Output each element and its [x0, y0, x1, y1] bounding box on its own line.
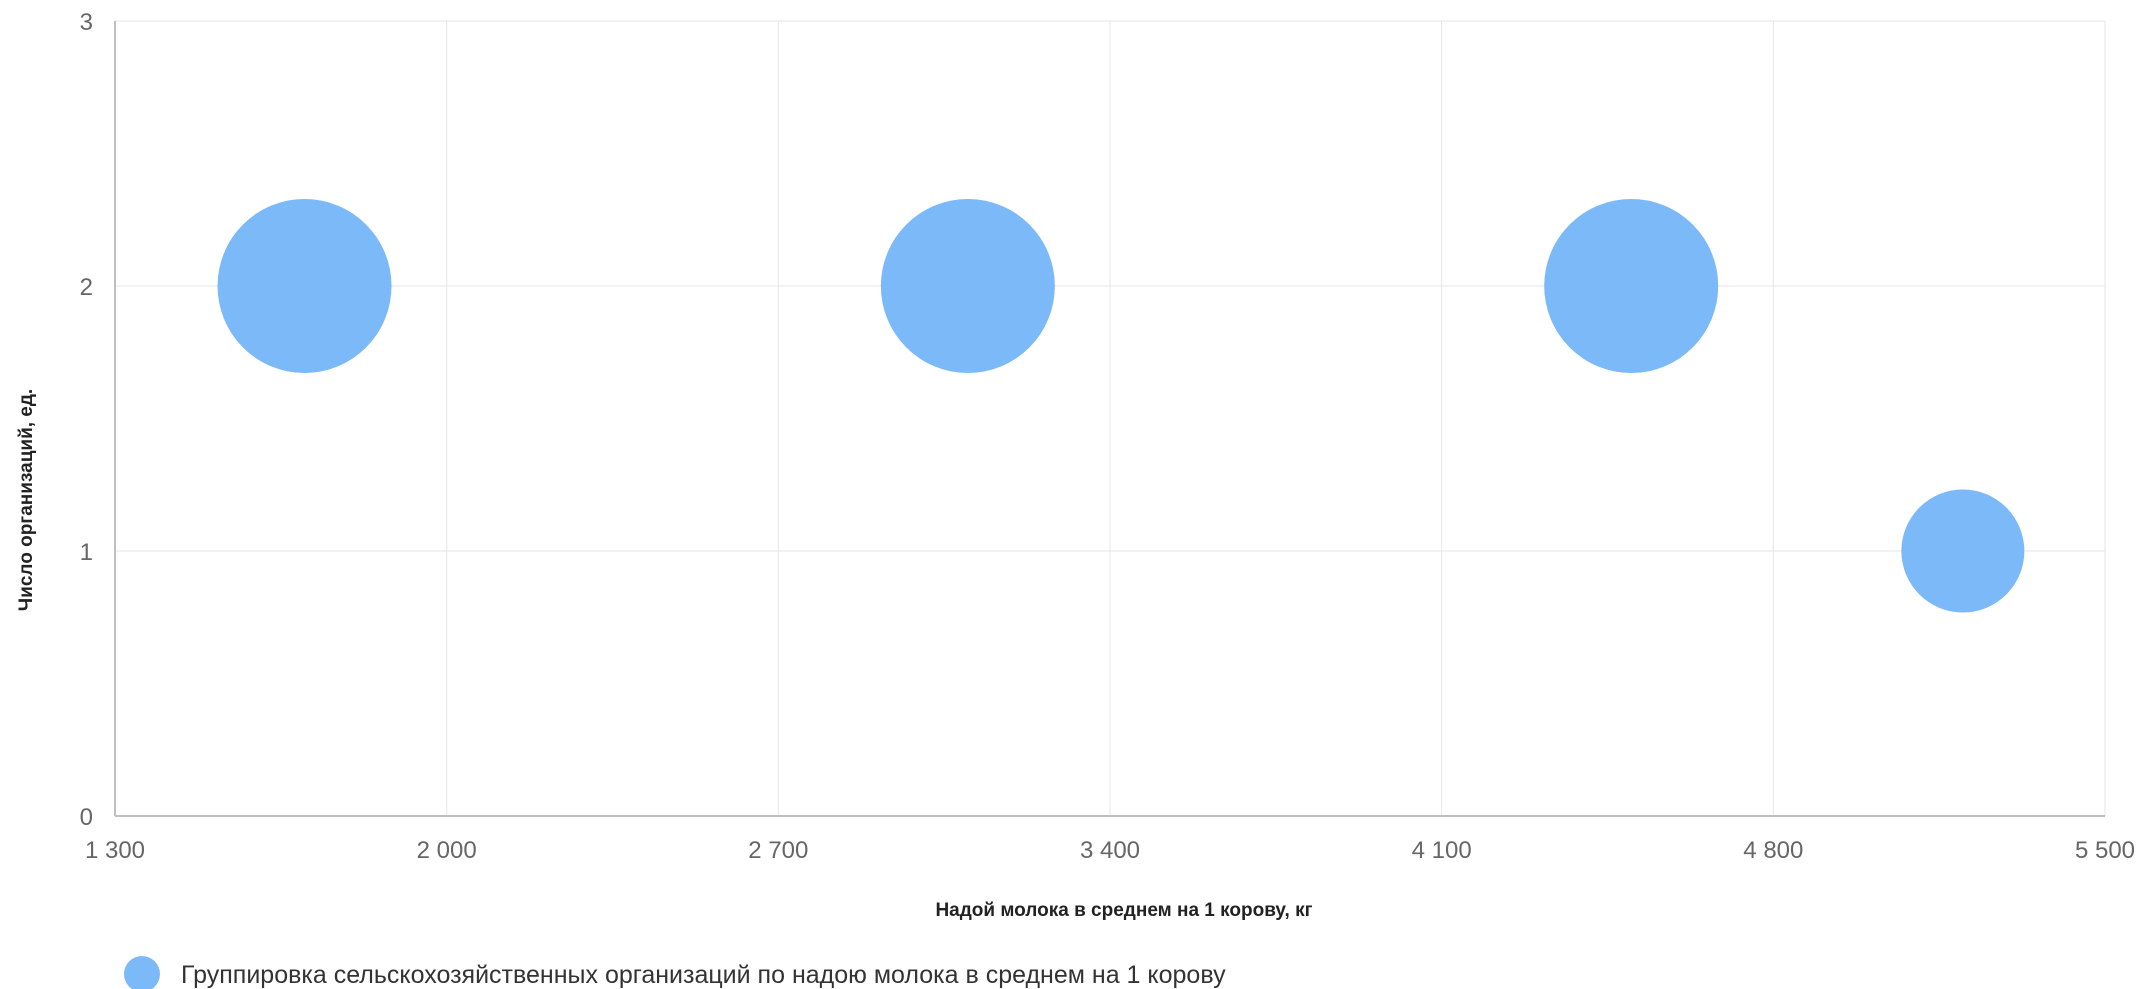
grid-lines	[114, 20, 2106, 817]
bubble-point[interactable]	[1544, 199, 1719, 373]
axes	[114, 21, 2105, 817]
x-tick-label: 2 700	[748, 837, 808, 864]
x-tick-label: 1 300	[85, 837, 145, 864]
legend-label[interactable]: Группировка сельскохозяйственных организ…	[181, 961, 1226, 989]
bubble-point[interactable]	[880, 199, 1055, 373]
x-tick-labels: 1 300 2 000 2 700 3 400 4 100 4 800 5 500	[85, 837, 2135, 864]
bubble-point[interactable]	[217, 199, 392, 373]
x-tick-label: 5 500	[2075, 837, 2135, 864]
x-tick-label: 4 100	[1412, 837, 1472, 864]
legend-marker-icon	[124, 956, 160, 989]
bubble-series	[217, 199, 2025, 613]
x-tick-label: 4 800	[1743, 837, 1803, 864]
legend[interactable]: Группировка сельскохозяйственных организ…	[124, 956, 1226, 989]
y-tick-label: 2	[80, 274, 93, 301]
y-tick-label: 1	[80, 539, 93, 566]
y-tick-labels: 0 1 2 3	[80, 9, 93, 831]
y-tick-label: 3	[80, 9, 93, 36]
bubble-point[interactable]	[1901, 489, 2025, 613]
y-axis-title: Число организаций, ед.	[16, 389, 37, 611]
x-tick-label: 3 400	[1080, 837, 1140, 864]
y-tick-label: 0	[80, 804, 93, 831]
x-axis-title: Надой молока в среднем на 1 корову, кг	[935, 900, 1312, 921]
x-tick-label: 2 000	[417, 837, 477, 864]
